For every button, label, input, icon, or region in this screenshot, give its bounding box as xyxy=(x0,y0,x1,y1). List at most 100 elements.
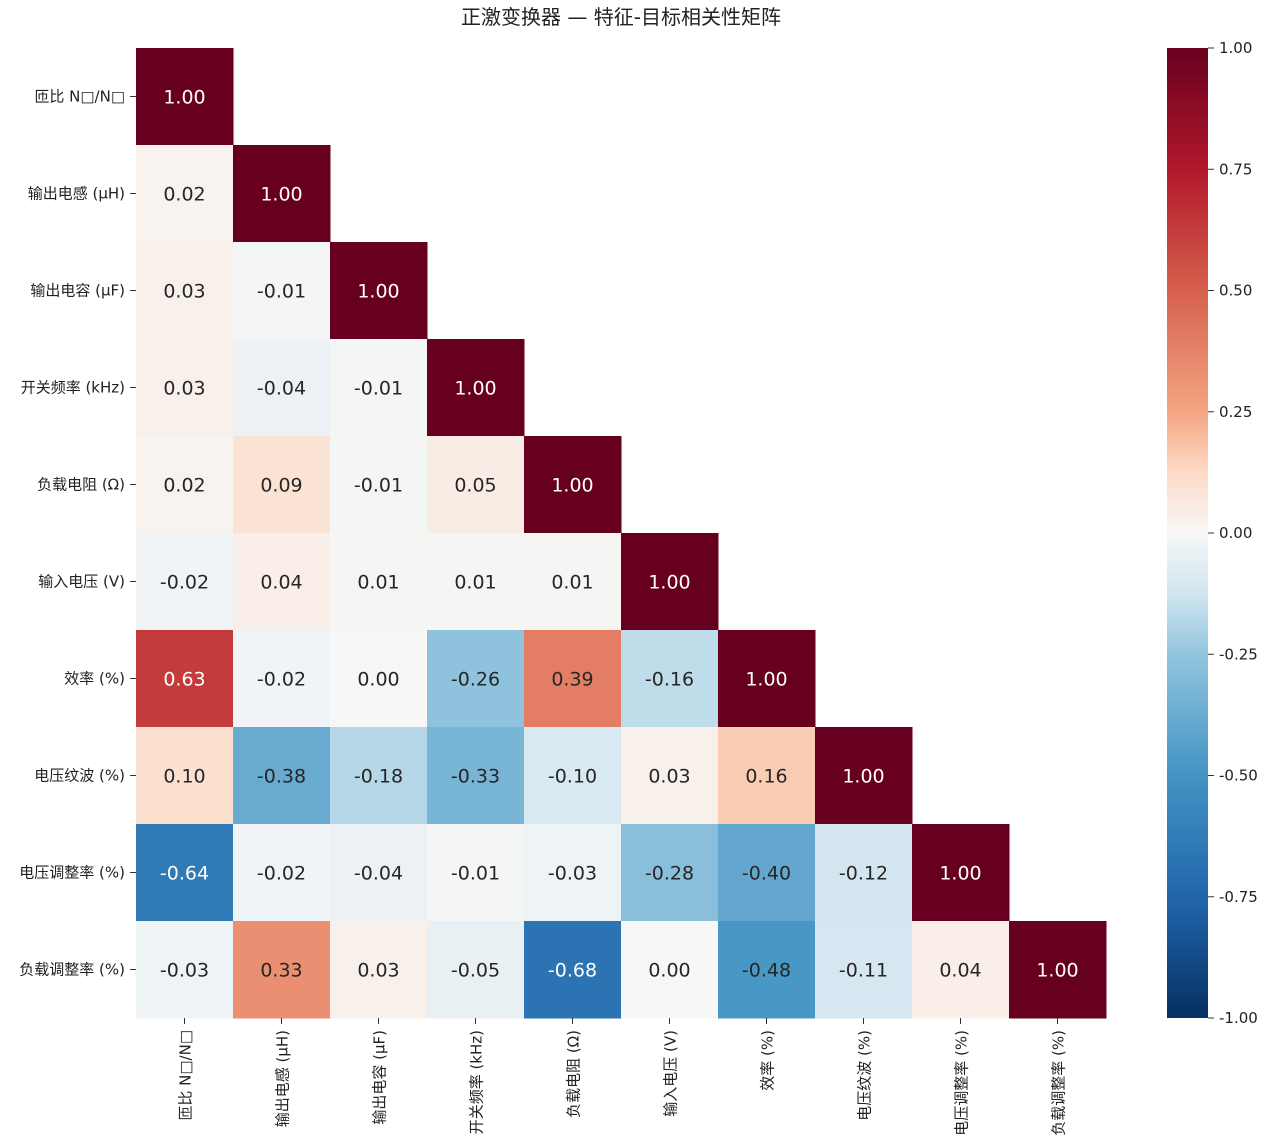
colorbar-tick-label-5: -0.25 xyxy=(1219,645,1258,663)
heatmap-cell-6-6 xyxy=(718,630,816,728)
heatmap-cell-9-5 xyxy=(621,921,719,1019)
heatmap-cell-label-5-4: 0.01 xyxy=(551,572,593,594)
colorbar-tick-label-0: 1.00 xyxy=(1219,39,1252,57)
heatmap-cell-7-4 xyxy=(524,727,622,825)
heatmap-cell-5-1 xyxy=(233,533,331,631)
heatmap-cell-label-8-2: -0.04 xyxy=(354,863,403,885)
heatmap-cell-label-4-2: -0.01 xyxy=(354,475,403,497)
x-tick-label-9: 负载调整率 (%) xyxy=(1050,1030,1068,1136)
heatmap-cell-label-6-2: 0.00 xyxy=(357,669,399,691)
y-tick-label-1: 输出电感 (μH) xyxy=(28,185,125,203)
heatmap-cell-label-9-8: 0.04 xyxy=(939,960,981,982)
heatmap-cell-label-5-0: -0.02 xyxy=(160,572,209,594)
heatmap-cell-3-0 xyxy=(136,339,234,437)
heatmap-cell-label-8-5: -0.28 xyxy=(645,863,694,885)
heatmap-cell-8-5 xyxy=(621,824,719,922)
heatmap-cell-label-7-3: -0.33 xyxy=(451,766,500,788)
heatmap-cell-label-7-7: 1.00 xyxy=(842,766,884,788)
heatmap-cell-8-3 xyxy=(427,824,525,922)
x-tick-label-3: 开关频率 (kHz) xyxy=(468,1030,486,1134)
heatmap-cell-label-7-4: -0.10 xyxy=(548,766,597,788)
heatmap-cell-label-6-0: 0.63 xyxy=(163,669,205,691)
heatmap-cell-label-8-3: -0.01 xyxy=(451,863,500,885)
heatmap-cell-label-9-4: -0.68 xyxy=(548,960,597,982)
x-tick-label-2: 输出电容 (μF) xyxy=(371,1030,389,1125)
heatmap-cell-5-2 xyxy=(330,533,428,631)
heatmap-cell-label-7-2: -0.18 xyxy=(354,766,403,788)
colorbar: 1.00 0.75 0.50 0.25 0.00 -0.25 -0.50 -0.75 -1.00 xyxy=(1167,39,1258,1027)
heatmap-cell-label-9-1: 0.33 xyxy=(260,960,302,982)
heatmap-cell-9-4 xyxy=(524,921,622,1019)
heatmap-cell-7-6 xyxy=(718,727,816,825)
x-tick-label-0: 匝比 N□/N□ xyxy=(177,1030,195,1121)
heatmap-cell-label-8-6: -0.40 xyxy=(742,863,791,885)
heatmap-cell-8-0 xyxy=(136,824,234,922)
heatmap-cell-label-9-9: 1.00 xyxy=(1036,960,1078,982)
y-tick-label-8: 电压调整率 (%) xyxy=(19,864,125,882)
heatmap-cell-8-6 xyxy=(718,824,816,922)
colorbar-tick-label-7: -0.75 xyxy=(1219,888,1258,906)
heatmap-cell-5-0 xyxy=(136,533,234,631)
heatmap-cell-4-1 xyxy=(233,436,331,534)
heatmap-cell-label-7-0: 0.10 xyxy=(163,766,205,788)
heatmap-cell-label-7-5: 0.03 xyxy=(648,766,690,788)
y-tick-label-7: 电压纹波 (%) xyxy=(34,767,125,785)
heatmap-cell-0-0 xyxy=(136,48,234,146)
heatmap-cell-2-2 xyxy=(330,242,428,340)
heatmap-cell-5-3 xyxy=(427,533,525,631)
heatmap-cell-label-9-7: -0.11 xyxy=(839,960,888,982)
heatmap-cell-label-8-0: -0.64 xyxy=(160,863,209,885)
heatmap-cell-9-3 xyxy=(427,921,525,1019)
heatmap-cell-label-1-1: 1.00 xyxy=(260,184,302,206)
heatmap-cell-8-8 xyxy=(912,824,1010,922)
heatmap-cells: 1.00 0.02 1.00 0.03 -0.01 1.00 0.03 -0.04 -0.01 1… xyxy=(136,48,1107,1019)
y-tick-label-6: 效率 (%) xyxy=(64,670,125,688)
heatmap-cell-4-3 xyxy=(427,436,525,534)
y-tick-label-3: 开关频率 (kHz) xyxy=(21,379,125,397)
x-tick-label-7: 电压纹波 (%) xyxy=(856,1030,874,1121)
y-tick-label-2: 输出电容 (μF) xyxy=(30,282,125,300)
x-tick-label-1: 输出电感 (μH) xyxy=(274,1030,292,1127)
heatmap-cell-3-2 xyxy=(330,339,428,437)
heatmap-cell-6-4 xyxy=(524,630,622,728)
heatmap-cell-label-3-0: 0.03 xyxy=(163,378,205,400)
heatmap-cell-9-6 xyxy=(718,921,816,1019)
heatmap-cell-label-4-1: 0.09 xyxy=(260,475,302,497)
heatmap-cell-6-1 xyxy=(233,630,331,728)
colorbar-tick-label-2: 0.50 xyxy=(1219,282,1252,300)
heatmap-cell-label-6-3: -0.26 xyxy=(451,669,500,691)
heatmap-cell-label-1-0: 0.02 xyxy=(163,184,205,206)
heatmap-cell-2-1 xyxy=(233,242,331,340)
colorbar-tick-label-6: -0.50 xyxy=(1219,767,1258,785)
heatmap-cell-1-0 xyxy=(136,145,234,243)
y-axis-labels: 匝比 N□/N□ 输出电感 (μH) 输出电容 (μF) 开关频率 (kHz) 负载电阻… xyxy=(19,88,136,979)
heatmap-cell-label-5-5: 1.00 xyxy=(648,572,690,594)
heatmap-cell-label-9-0: -0.03 xyxy=(160,960,209,982)
heatmap-cell-6-5 xyxy=(621,630,719,728)
heatmap-cell-label-9-3: -0.05 xyxy=(451,960,500,982)
heatmap-cell-label-2-1: -0.01 xyxy=(257,281,306,303)
x-axis-labels: 匝比 N□/N□ 输出电感 (μH) 输出电容 (μF) 开关频率 (kHz) 负载电阻… xyxy=(177,1018,1068,1136)
y-tick-label-0: 匝比 N□/N□ xyxy=(34,88,125,106)
heatmap-cell-label-5-2: 0.01 xyxy=(357,572,399,594)
heatmap-cell-4-2 xyxy=(330,436,428,534)
heatmap-cell-4-4 xyxy=(524,436,622,534)
heatmap-cell-label-6-6: 1.00 xyxy=(745,669,787,691)
heatmap-cell-7-7 xyxy=(815,727,913,825)
heatmap-cell-label-8-4: -0.03 xyxy=(548,863,597,885)
chart-title: 正激变换器 — 特征-目标相关性矩阵 xyxy=(461,5,781,29)
colorbar-gradient-bar xyxy=(1167,48,1208,1018)
heatmap-cell-6-0 xyxy=(136,630,234,728)
heatmap-cell-label-6-4: 0.39 xyxy=(551,669,593,691)
heatmap-cell-4-0 xyxy=(136,436,234,534)
heatmap-cell-5-5 xyxy=(621,533,719,631)
heatmap-cell-label-9-6: -0.48 xyxy=(742,960,791,982)
heatmap-cell-9-7 xyxy=(815,921,913,1019)
colorbar-tick-label-8: -1.00 xyxy=(1219,1009,1258,1027)
heatmap-cell-9-9 xyxy=(1009,921,1107,1019)
heatmap-cell-label-3-2: -0.01 xyxy=(354,378,403,400)
x-tick-label-6: 效率 (%) xyxy=(759,1030,777,1091)
heatmap-cell-8-2 xyxy=(330,824,428,922)
x-tick-label-8: 电压调整率 (%) xyxy=(953,1030,971,1136)
